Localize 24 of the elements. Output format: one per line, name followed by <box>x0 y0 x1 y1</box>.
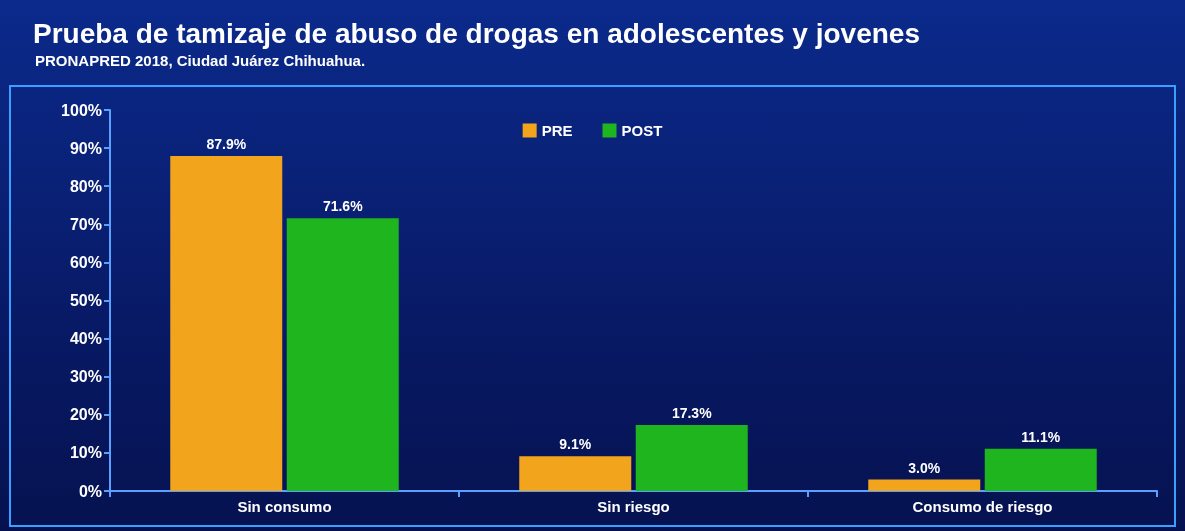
y-tick-label: 60% <box>69 253 102 271</box>
y-tick-label: 90% <box>69 139 102 157</box>
data-label: 87.9% <box>206 136 247 153</box>
data-label: 9.1% <box>559 436 592 453</box>
x-tick-label: Sin consumo <box>237 498 332 515</box>
y-tick-label: 50% <box>69 292 102 309</box>
y-tick-label: 80% <box>69 177 102 195</box>
legend-label: PRE <box>541 122 573 139</box>
y-tick-label: 30% <box>69 368 102 386</box>
data-label: 11.1% <box>1021 428 1061 445</box>
y-tick-label: 0% <box>78 482 102 500</box>
y-tick-label: 10% <box>69 444 102 462</box>
chart-title: Prueba de tamizaje de abuso de drogas en adolescentes y jovenes <box>33 17 920 49</box>
chart-subtitle: PRONAPRED 2018, Ciudad Juárez Chihuahua. <box>35 52 366 69</box>
x-tick-label: Sin riesgo <box>597 498 670 515</box>
x-tick-label: Consumo de riesgo <box>912 498 1053 515</box>
y-tick-label: 100% <box>61 101 102 119</box>
y-tick-label: 40% <box>69 330 102 348</box>
data-label: 17.3% <box>671 405 713 422</box>
data-label: 71.6% <box>322 198 364 215</box>
y-tick-label: 70% <box>69 215 102 233</box>
data-label: 3.0% <box>908 459 941 476</box>
y-tick-label: 20% <box>69 406 102 424</box>
legend-label: POST <box>621 122 663 139</box>
